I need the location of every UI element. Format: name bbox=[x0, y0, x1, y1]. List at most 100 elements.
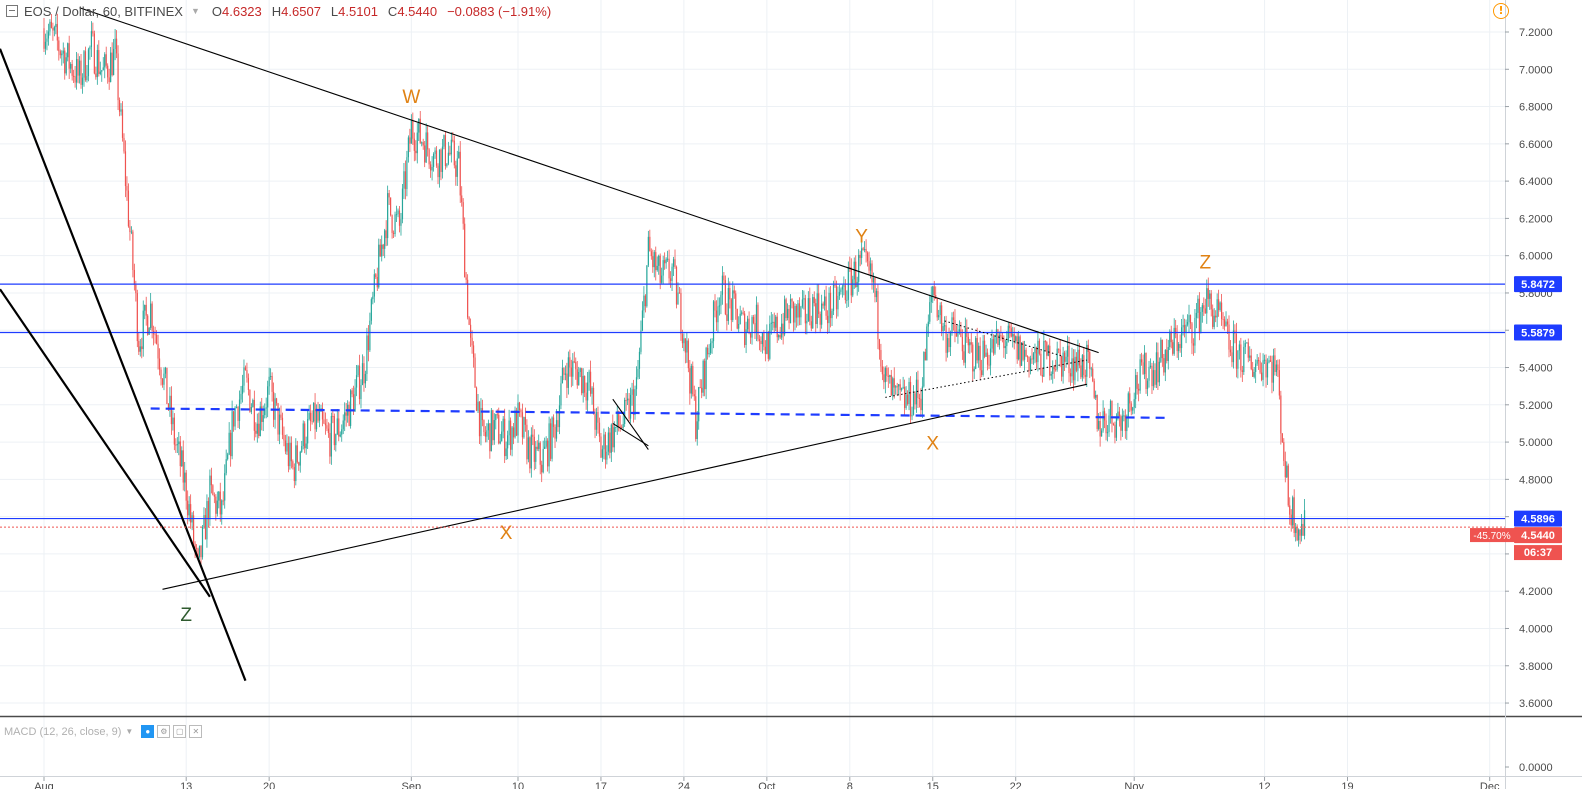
candle-body bbox=[862, 248, 864, 250]
candle bbox=[403, 163, 405, 200]
candle-body bbox=[569, 357, 571, 368]
candle-body bbox=[865, 249, 867, 253]
warning-icon[interactable]: ! bbox=[1493, 3, 1509, 19]
candle bbox=[231, 400, 233, 460]
candle-body bbox=[113, 48, 115, 76]
candle bbox=[431, 156, 433, 181]
candle-body bbox=[375, 274, 377, 278]
candle bbox=[1200, 307, 1202, 334]
candle bbox=[758, 334, 761, 351]
candle-body bbox=[400, 219, 402, 226]
candle-body bbox=[535, 446, 537, 462]
candle bbox=[723, 271, 725, 285]
candle-body bbox=[621, 426, 623, 428]
symbol-title[interactable]: EOS / Dollar, 60, BITFINEX bbox=[24, 3, 183, 19]
candle-body bbox=[114, 38, 116, 49]
wave-label-x: X bbox=[500, 523, 513, 544]
candle bbox=[804, 294, 806, 335]
candle bbox=[110, 47, 112, 83]
candle bbox=[53, 25, 55, 37]
candle-body bbox=[52, 27, 54, 31]
candle-body bbox=[422, 142, 424, 146]
candle bbox=[124, 140, 127, 198]
candle bbox=[78, 56, 81, 84]
candle bbox=[1032, 351, 1035, 365]
chevron-down-icon[interactable]: ▼ bbox=[190, 6, 200, 16]
candle-body bbox=[342, 420, 344, 430]
candle bbox=[582, 368, 584, 403]
candle-body bbox=[496, 414, 498, 416]
candle bbox=[597, 406, 599, 434]
candle bbox=[360, 379, 362, 409]
settings-icon[interactable]: ⚙ bbox=[157, 725, 171, 738]
candle bbox=[548, 416, 550, 474]
candle bbox=[1295, 522, 1297, 542]
candle-body bbox=[828, 292, 830, 324]
candle bbox=[501, 421, 503, 442]
candle bbox=[102, 57, 104, 71]
candle-body bbox=[145, 304, 147, 316]
level-price-tag-text: 5.5879 bbox=[1521, 327, 1555, 339]
symbol-header[interactable]: EOS / Dollar, 60, BITFINEX ▼ O 4.6323 H 4.… bbox=[0, 0, 561, 22]
candle-body bbox=[1220, 302, 1223, 320]
source-icon[interactable]: ▢ bbox=[173, 725, 187, 738]
candle bbox=[295, 438, 297, 486]
candle-body bbox=[213, 494, 215, 497]
candle bbox=[1078, 343, 1080, 369]
level-price-tag-text: 4.5896 bbox=[1521, 514, 1555, 526]
candle bbox=[813, 291, 815, 307]
candle-body bbox=[661, 275, 663, 283]
time-tick-label: 20 bbox=[263, 781, 275, 789]
support-trendline bbox=[162, 383, 1087, 590]
candle-body bbox=[121, 109, 124, 138]
candle bbox=[1235, 322, 1238, 378]
candle-body bbox=[1004, 346, 1006, 349]
candle-body bbox=[561, 367, 564, 384]
candle-body bbox=[647, 236, 649, 266]
candle-body bbox=[1258, 359, 1260, 362]
candle bbox=[702, 359, 704, 397]
candle-body bbox=[766, 332, 768, 354]
candle-body bbox=[74, 76, 76, 83]
candle-body bbox=[367, 335, 369, 351]
candle-body bbox=[770, 322, 772, 324]
candle-body bbox=[741, 312, 743, 314]
time-tick-label: 15 bbox=[927, 781, 939, 789]
eye-icon[interactable]: ● bbox=[141, 725, 155, 738]
pattern-line bbox=[612, 422, 649, 447]
candle bbox=[487, 419, 489, 440]
candle bbox=[397, 208, 399, 218]
candle-body bbox=[158, 358, 161, 370]
candle bbox=[738, 316, 740, 333]
candle-body bbox=[1053, 366, 1055, 370]
candle bbox=[789, 294, 792, 324]
level-price-tag-bg bbox=[1514, 510, 1562, 527]
candle-body bbox=[231, 411, 233, 457]
macd-indicator-legend[interactable]: MACD (12, 26, close, 9) ▼ ● ⚙ ▢ ✕ bbox=[4, 725, 203, 738]
price-tick-label: 4.0000 bbox=[1519, 623, 1553, 635]
high-label: H bbox=[271, 3, 282, 19]
candle bbox=[927, 314, 929, 337]
current-price-tag: 4.5440 bbox=[1514, 527, 1562, 544]
candle-body bbox=[403, 171, 405, 189]
candle-body bbox=[704, 360, 706, 390]
close-icon[interactable]: ✕ bbox=[189, 725, 203, 738]
candle bbox=[462, 198, 464, 230]
candle bbox=[852, 275, 854, 298]
candle-body bbox=[941, 305, 943, 332]
candle bbox=[67, 42, 69, 62]
candle bbox=[280, 405, 282, 421]
macd-chevron-down-icon[interactable]: ▼ bbox=[125, 727, 134, 736]
candle bbox=[81, 73, 84, 94]
candle-body bbox=[330, 416, 332, 457]
candle-body bbox=[912, 393, 915, 415]
candle-body bbox=[256, 423, 258, 434]
candle bbox=[321, 402, 324, 427]
candle-body bbox=[1105, 420, 1107, 434]
candle-body bbox=[539, 442, 541, 465]
candle bbox=[1022, 340, 1024, 362]
candle-body bbox=[441, 146, 444, 172]
candle-body bbox=[650, 251, 652, 257]
collapse-icon[interactable] bbox=[6, 5, 18, 17]
